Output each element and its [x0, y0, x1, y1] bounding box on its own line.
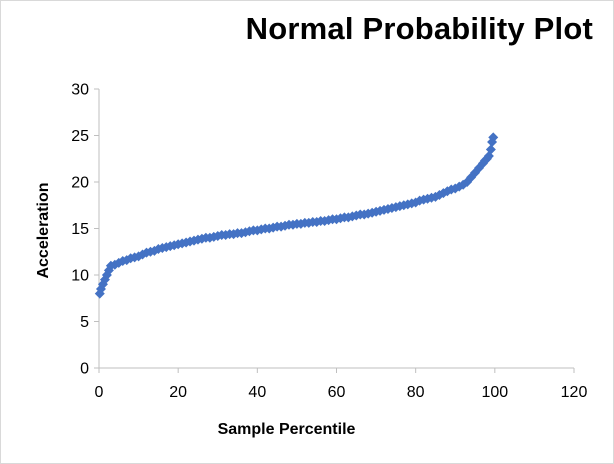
- x-tick-label: 100: [481, 384, 508, 401]
- axis-labels: Sample Percentile Acceleration: [35, 182, 356, 438]
- x-tick-label: 80: [407, 384, 425, 401]
- axes: 0 5 10 15 20 25 30 0 20 40 60 80 100 120: [71, 82, 587, 402]
- y-tick-label: 10: [71, 268, 89, 285]
- x-axis-label: Sample Percentile: [218, 421, 356, 438]
- y-tick-label: 0: [80, 361, 89, 378]
- data-points: [94, 132, 499, 299]
- chart-title: Normal Probability Plot: [245, 11, 593, 46]
- y-tick-label: 20: [71, 175, 89, 192]
- y-tick-label: 25: [71, 128, 89, 145]
- x-tick-label: 0: [95, 384, 104, 401]
- y-axis-label: Acceleration: [35, 182, 52, 278]
- y-tick-label: 15: [71, 221, 89, 238]
- x-tick-label: 40: [248, 384, 266, 401]
- x-tick-label: 60: [328, 384, 346, 401]
- data-point: [488, 132, 499, 143]
- y-tick-label: 30: [71, 82, 89, 99]
- y-tick-label: 5: [80, 314, 89, 331]
- data-point: [485, 144, 496, 155]
- x-tick-label: 20: [169, 384, 187, 401]
- x-tick-label: 120: [561, 384, 588, 401]
